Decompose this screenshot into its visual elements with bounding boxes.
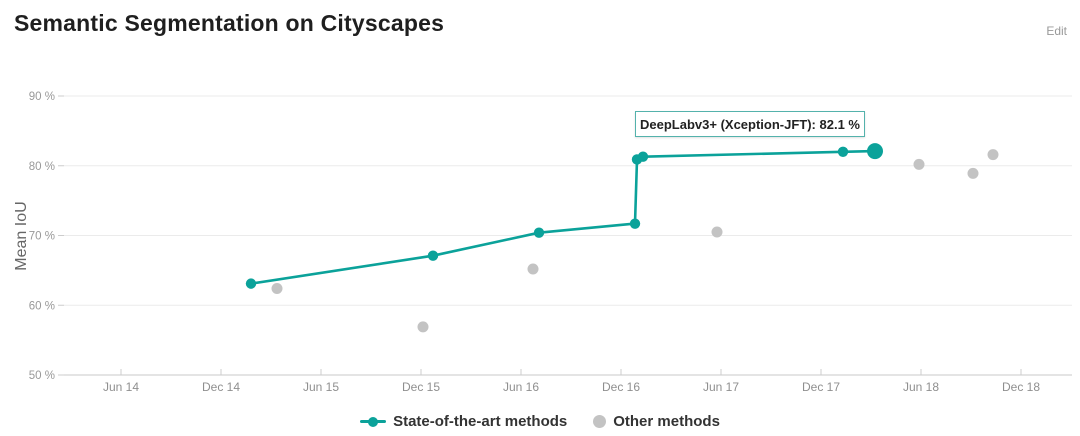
line-dot-icon [360, 416, 387, 427]
legend-label: Other methods [613, 413, 720, 430]
x-tick-label: Jun 16 [503, 380, 539, 394]
other-method-point[interactable] [527, 263, 539, 275]
y-tick-label: 70 % [29, 231, 55, 243]
x-tick-label: Jun 17 [703, 380, 739, 394]
x-tick-label: Dec 18 [1002, 380, 1040, 394]
other-method-point[interactable] [271, 283, 283, 295]
y-tick-label: 80 % [29, 161, 55, 173]
x-tick-label: Jun 15 [303, 380, 339, 394]
legend-item-state-of-the-art[interactable]: State-of-the-art methods [360, 413, 567, 430]
legend-item-other-methods[interactable]: Other methods [593, 413, 720, 430]
page-title: Semantic Segmentation on Cityscapes [14, 10, 445, 36]
sota-point[interactable] [837, 146, 849, 157]
other-method-point[interactable] [417, 321, 429, 333]
other-method-point[interactable] [967, 167, 979, 179]
x-tick-label: Jun 18 [903, 380, 939, 394]
sota-point-highlighted[interactable] [867, 143, 883, 160]
sota-line [249, 149, 877, 285]
sota-point-tooltip: DeepLabv3+ (Xception-JFT): 82.1 % [635, 111, 865, 137]
x-tick-label: Dec 17 [802, 380, 840, 394]
y-tick-label: 90 % [29, 91, 55, 103]
sota-point[interactable] [427, 250, 439, 261]
y-tick-label: 50 % [29, 370, 55, 382]
dot-icon [593, 415, 607, 428]
dot-icon [368, 416, 379, 427]
sota-point[interactable] [637, 151, 649, 162]
legend-label: State-of-the-art methods [393, 413, 568, 430]
x-tick-label: Dec 15 [402, 380, 440, 394]
sota-point[interactable] [629, 218, 641, 229]
y-axis-title: Mean IoU [13, 201, 30, 270]
sota-point[interactable] [533, 227, 545, 238]
x-tick-label: Jun 14 [103, 380, 139, 394]
sota-point[interactable] [245, 278, 257, 289]
x-tick-label: Dec 16 [602, 380, 640, 394]
chart-legend: State-of-the-art methods Other methods [0, 413, 1080, 430]
other-method-point[interactable] [913, 158, 925, 170]
x-tick-label: Dec 14 [202, 380, 240, 394]
other-method-point[interactable] [987, 149, 999, 161]
other-method-point[interactable] [711, 226, 723, 238]
edit-link[interactable]: Edit [1046, 24, 1067, 38]
y-tick-label: 60 % [29, 300, 55, 312]
